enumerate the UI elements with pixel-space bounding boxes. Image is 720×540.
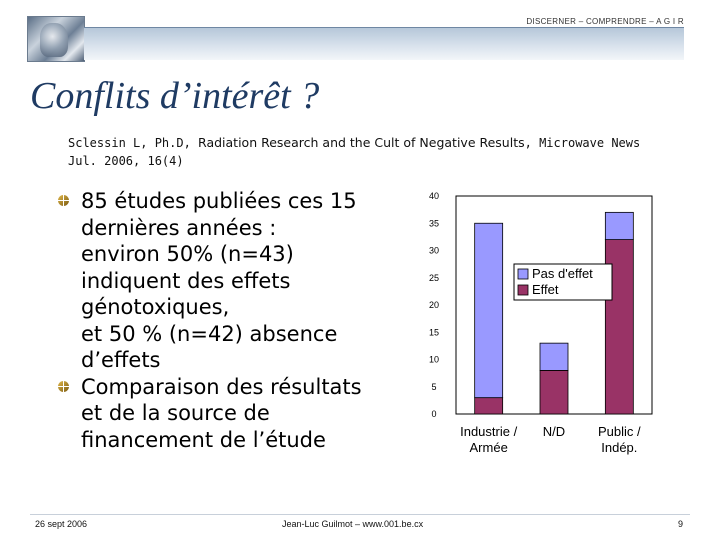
y-tick-label: 5	[431, 382, 436, 392]
bar-segment	[474, 222, 504, 399]
bar-segment	[604, 211, 634, 241]
y-tick-label: 25	[429, 273, 439, 283]
y-tick-label: 0	[431, 409, 436, 419]
legend-swatch	[517, 284, 529, 296]
y-tick-label: 20	[429, 300, 439, 310]
chart-svg: 0 5 10 15 20 25 30 35 40 Industrie / Armée N/D Publi…	[429, 191, 653, 455]
reference-article: Radiation Research and the Cult of Negat…	[198, 135, 525, 150]
legend-box	[513, 263, 613, 301]
footer-line	[30, 514, 690, 515]
y-tick-label: 35	[429, 218, 439, 228]
header-tagline: DISCERNER – COMPRENDRE – A G I R	[526, 17, 684, 26]
y-tick-label: 30	[429, 246, 439, 256]
bullet-item: 85 études publiées ces 15 dernières anné…	[58, 188, 388, 374]
footer-author: Jean-Luc Guilmot – www.001.be.cx	[282, 519, 424, 529]
y-tick-label: 15	[429, 327, 439, 337]
reference-journal: , Microwave News Jul. 2006, 16(4)	[68, 136, 641, 168]
x-tick-label: Industrie / Armée	[460, 424, 517, 455]
bullet-icon	[58, 195, 69, 206]
bullet-text: 85 études publiées ces 15 dernières anné…	[81, 189, 357, 372]
y-tick-label: 40	[429, 191, 439, 201]
reference: Sclessin L, Ph.D, Radiation Research and…	[68, 134, 648, 170]
bar-segment	[539, 342, 569, 371]
header-line	[84, 27, 684, 28]
bar-segment	[474, 397, 504, 415]
bullet-item: Comparaison des résultats et de la sourc…	[58, 374, 388, 454]
legend-label: Effet	[532, 282, 559, 297]
bullet-text: Comparaison des résultats et de la sourc…	[81, 374, 362, 452]
logo-figure	[40, 23, 68, 57]
bar-chart: 0 5 10 15 20 25 30 35 40 Industrie / Armée N/D Publi…	[420, 186, 670, 466]
header-bar	[84, 28, 684, 60]
y-tick-label: 10	[429, 355, 439, 365]
legend-label: Pas d'effet	[532, 266, 593, 281]
page-number: 9	[678, 519, 684, 529]
bullet-icon	[58, 380, 69, 392]
footer-date: 26 sept 2006	[35, 519, 88, 529]
legend-swatch	[517, 268, 529, 280]
x-tick-label: Public / Indép.	[598, 424, 641, 455]
bar-segment	[539, 369, 569, 415]
slide-title: Conflits d’intérêt ?	[30, 75, 320, 117]
logo	[27, 16, 85, 62]
x-tick-label: N/D	[543, 424, 565, 439]
bullet-list: 85 études publiées ces 15 dernières anné…	[58, 188, 388, 453]
reference-authors: Sclessin L, Ph.D,	[68, 136, 199, 150]
